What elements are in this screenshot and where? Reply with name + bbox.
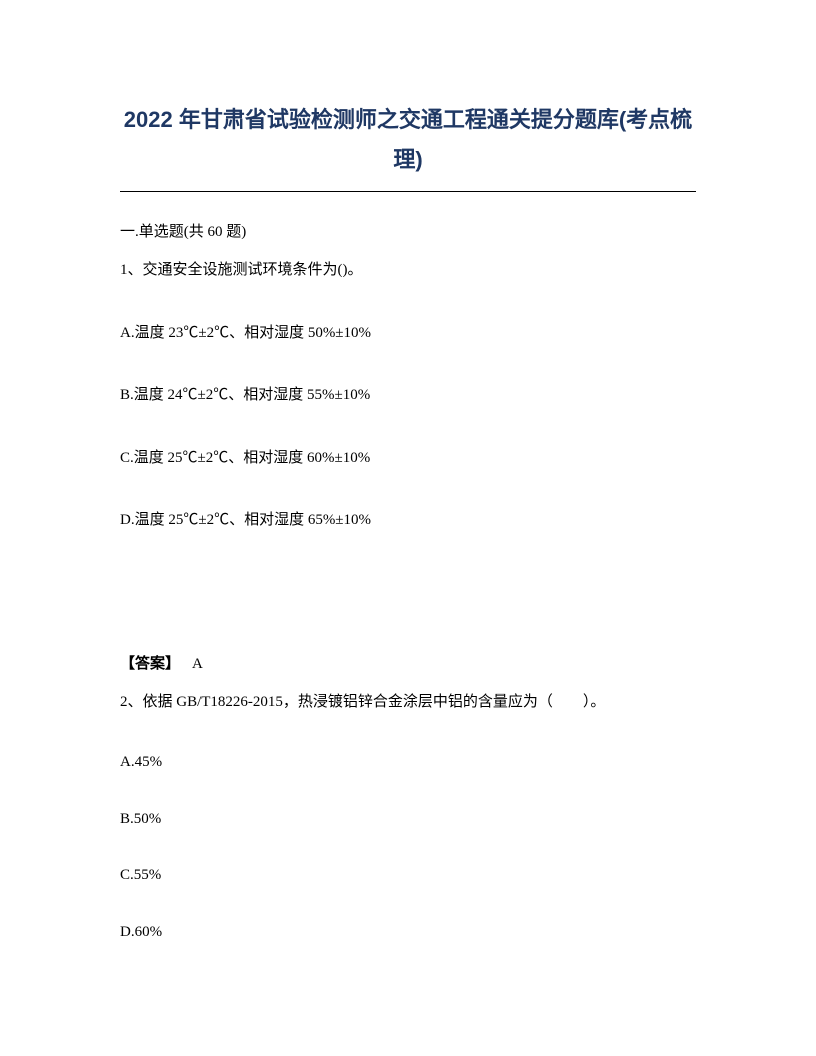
title-divider [120,191,696,192]
question-1-option-a: A.温度 23℃±2℃、相对湿度 50%±10% [120,322,696,345]
question-1-option-b: B.温度 24℃±2℃、相对湿度 55%±10% [120,384,696,407]
question-1-option-c: C.温度 25℃±2℃、相对湿度 60%±10% [120,447,696,470]
page-title: 2022 年甘肃省试验检测师之交通工程通关提分题库(考点梳理) [120,100,696,179]
answer-value: A [192,656,203,672]
question-1-answer: 【答案】 A [120,652,696,673]
question-2-option-a: A.45% [120,751,696,774]
question-2-option-b: B.50% [120,808,696,831]
section-header: 一.单选题(共 60 题) [120,220,696,241]
answer-label-text: 【答案】 [120,656,180,672]
question-2-option-d: D.60% [120,921,696,944]
question-1-text: 1、交通安全设施测试环境条件为()。 [120,259,696,282]
question-1-option-d: D.温度 25℃±2℃、相对湿度 65%±10% [120,509,696,532]
question-2-option-c: C.55% [120,864,696,887]
question-2-text: 2、依据 GB/T18226-2015，热浸镀铝锌合金涂层中铝的含量应为（ ）。 [120,691,696,714]
